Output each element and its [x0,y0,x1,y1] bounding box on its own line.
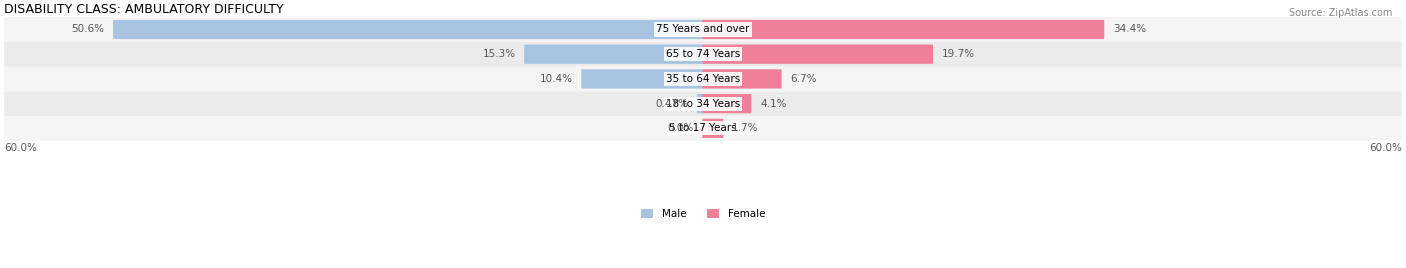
Text: 6.7%: 6.7% [790,74,817,84]
Legend: Male, Female: Male, Female [637,205,769,223]
Text: 19.7%: 19.7% [942,49,974,59]
Text: 34.4%: 34.4% [1114,24,1146,35]
FancyBboxPatch shape [4,116,1402,141]
FancyBboxPatch shape [112,20,703,39]
Text: DISABILITY CLASS: AMBULATORY DIFFICULTY: DISABILITY CLASS: AMBULATORY DIFFICULTY [4,3,284,16]
FancyBboxPatch shape [4,42,1402,66]
Text: 65 to 74 Years: 65 to 74 Years [666,49,740,59]
Text: Source: ZipAtlas.com: Source: ZipAtlas.com [1288,8,1392,18]
FancyBboxPatch shape [4,66,1402,91]
Text: 4.1%: 4.1% [761,99,786,109]
FancyBboxPatch shape [524,44,703,64]
FancyBboxPatch shape [4,17,1402,42]
Text: 60.0%: 60.0% [1369,143,1402,152]
Text: 18 to 34 Years: 18 to 34 Years [666,99,740,109]
Text: 75 Years and over: 75 Years and over [657,24,749,35]
FancyBboxPatch shape [703,44,934,64]
FancyBboxPatch shape [581,69,703,88]
FancyBboxPatch shape [703,119,723,138]
Text: 60.0%: 60.0% [4,143,37,152]
Text: 35 to 64 Years: 35 to 64 Years [666,74,740,84]
FancyBboxPatch shape [703,20,1104,39]
Text: 50.6%: 50.6% [72,24,104,35]
Text: 0.47%: 0.47% [655,99,688,109]
FancyBboxPatch shape [697,94,703,113]
Text: 5 to 17 Years: 5 to 17 Years [669,123,737,133]
Text: 1.7%: 1.7% [733,123,759,133]
FancyBboxPatch shape [703,94,751,113]
Text: 10.4%: 10.4% [540,74,572,84]
FancyBboxPatch shape [703,69,782,88]
Text: 0.0%: 0.0% [668,123,693,133]
Text: 15.3%: 15.3% [482,49,516,59]
FancyBboxPatch shape [4,91,1402,116]
